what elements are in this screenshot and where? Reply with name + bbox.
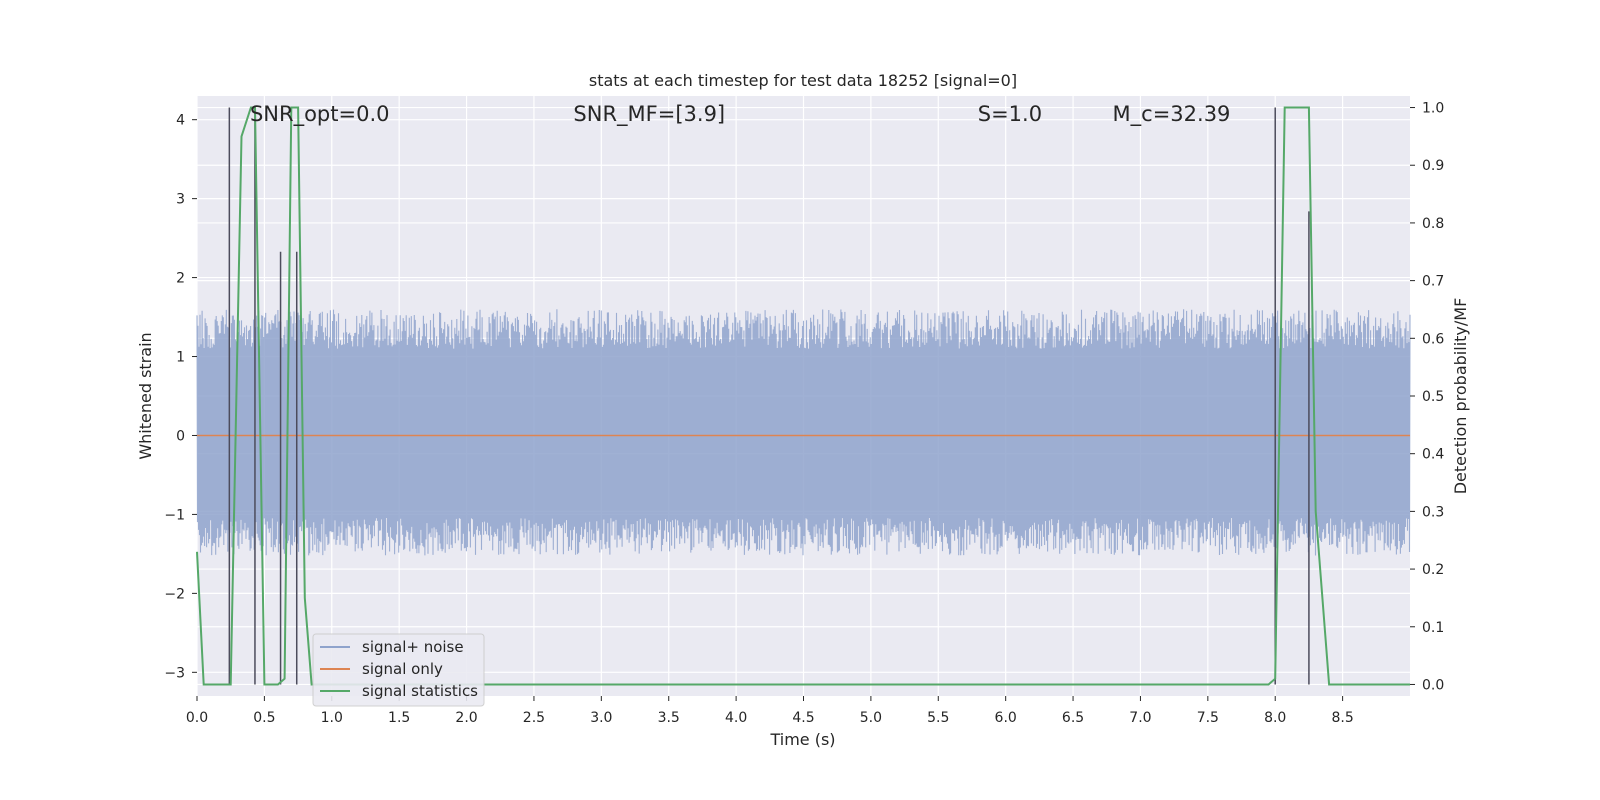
y-tick-label-6: 3	[176, 192, 185, 208]
legend-label-signal-noise: signal+ noise	[362, 638, 464, 656]
x-ticks: 0.0 0.5 1.0 1.5 2.0 2.5 3.0 3.5 4.0 4.5 5.0 5.5 6.0 6…	[186, 696, 1354, 726]
y-tick-label-3: 0	[176, 428, 185, 444]
y-tick-label-5: 2	[176, 271, 185, 287]
legend-box	[312, 633, 485, 707]
x-tick-label-1: 0.5	[253, 710, 275, 726]
x-tick-label-17: 8.5	[1331, 710, 1353, 726]
chart-title: stats at each timestep for test data 182…	[589, 71, 1017, 90]
x-axis-label: Time (s)	[769, 730, 835, 749]
y-tick-label-1: −2	[164, 586, 185, 602]
line-signal-noise	[196, 309, 1411, 556]
x-tick-label-16: 8.0	[1264, 710, 1286, 726]
x-tick-label-13: 6.5	[1062, 710, 1084, 726]
annotation-2: S=1.0	[978, 102, 1042, 126]
x-tick-label-15: 7.5	[1197, 710, 1219, 726]
y-tick-label-2: −1	[164, 507, 185, 523]
y2-tick-label-3: 0.3	[1422, 504, 1444, 520]
y2-axis-label: Detection probability/MF	[1451, 298, 1470, 495]
y2-tick-label-6: 0.6	[1422, 331, 1444, 347]
y2-tick-label-9: 0.9	[1422, 158, 1444, 174]
x-tick-label-5: 2.5	[523, 710, 545, 726]
x-tick-label-10: 5.0	[860, 710, 882, 726]
x-tick-label-6: 3.0	[590, 710, 612, 726]
x-tick-label-7: 3.5	[658, 710, 680, 726]
x-tick-label-4: 2.0	[455, 710, 477, 726]
y2-tick-label-5: 0.5	[1422, 389, 1444, 405]
y2-tick-label-2: 0.2	[1422, 562, 1444, 578]
x-tick-label-12: 6.0	[995, 710, 1017, 726]
y2-tick-label-7: 0.7	[1422, 274, 1444, 290]
line-signal-statistics	[196, 106, 1410, 686]
x-tick-label-14: 7.0	[1129, 710, 1151, 726]
y2-tick-label-10: 1.0	[1422, 101, 1444, 117]
y-tick-label-7: 4	[176, 113, 185, 129]
y-tick-label-0: −3	[164, 665, 185, 681]
series-lines	[196, 106, 1410, 686]
legend-label-signal-only: signal only	[362, 660, 443, 678]
x-tick-label-11: 5.5	[927, 710, 949, 726]
y2-tick-label-1: 0.1	[1422, 620, 1444, 636]
legend-label-signal-statistics: signal statistics	[362, 682, 478, 700]
x-tick-label-9: 4.5	[792, 710, 814, 726]
x-tick-label-8: 4.0	[725, 710, 747, 726]
y-ticks: −3 −2 −1 0 1 2 3 4	[164, 113, 197, 681]
annotation-1: SNR_MF=[3.9]	[573, 102, 725, 127]
x-tick-label-3: 1.5	[388, 710, 410, 726]
y-tick-label-4: 1	[176, 350, 185, 366]
y2-ticks: 0.0 0.1 0.2 0.3 0.4 0.5 0.6 0.7 0.8 0.9 1.0	[1410, 101, 1444, 693]
y2-tick-label-0: 0.0	[1422, 677, 1444, 693]
series-signal-noise	[196, 309, 1411, 556]
x-tick-label-0: 0.0	[186, 710, 208, 726]
y-axis-label: Whitened strain	[136, 332, 155, 459]
annotations: SNR_opt=0.0 SNR_MF=[3.9] S=1.0 M_c=32.39	[250, 102, 1230, 127]
legend: signal+ noise signal only signal statist…	[312, 633, 485, 707]
annotation-3: M_c=32.39	[1113, 102, 1231, 127]
y2-tick-label-8: 0.8	[1422, 216, 1444, 232]
annotation-0: SNR_opt=0.0	[250, 102, 390, 127]
x-tick-label-2: 1.0	[321, 710, 343, 726]
y2-tick-label-4: 0.4	[1422, 447, 1444, 463]
